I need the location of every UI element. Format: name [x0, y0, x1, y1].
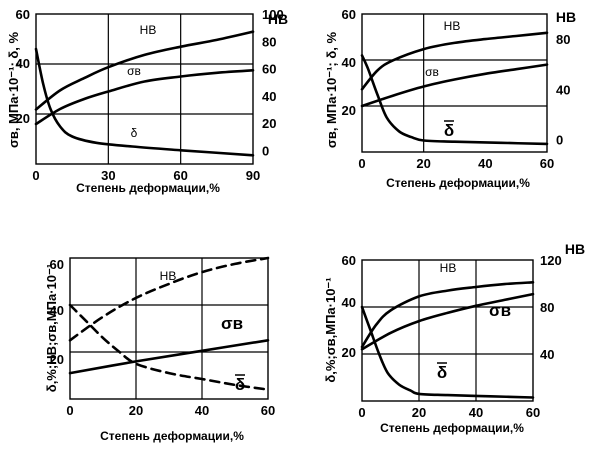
plot-frame [361, 259, 534, 402]
x-tick-label: 0 [32, 168, 39, 183]
x-tick-label: 30 [101, 168, 115, 183]
x-axis-title: Степень деформации,% [386, 176, 530, 190]
y-tick-label-left: 40 [342, 55, 356, 70]
x-tick-label: 40 [469, 405, 483, 420]
y-tick-label-right: 40 [556, 82, 570, 97]
x-tick-label: 0 [66, 403, 73, 418]
x-tick-label: 60 [173, 168, 187, 183]
series-line-hb [34, 30, 255, 111]
panel-c: 0 20 40 60 20 40 60 Степень деформации,% δ,%;НВ;… [44, 256, 275, 443]
series-line-hb [68, 256, 270, 342]
right-axis-label: НВ [565, 241, 585, 257]
y-tick-label-left: 20 [50, 352, 64, 367]
y-tick-label-right: 20 [262, 116, 276, 131]
series-label-delta: δ [131, 126, 138, 140]
x-tick-label: 0 [358, 405, 365, 420]
series-line-delta [68, 303, 270, 391]
y-axis-title: δ,%;НВ;σв,МПа·10⁻¹ [44, 264, 59, 392]
delta-annotation: δ [437, 363, 447, 382]
x-tick-label: 60 [526, 405, 540, 420]
x-tick-label: 40 [195, 403, 209, 418]
x-tick-label: 40 [478, 156, 492, 171]
y-tick-label-left: 40 [342, 295, 356, 310]
right-axis-label: НВ [556, 9, 576, 25]
y-tick-label-right: 40 [540, 347, 554, 362]
y-tick-label-left: 60 [50, 257, 64, 272]
series-label-sigma: σв [127, 64, 141, 78]
y-tick-label-left: 20 [342, 345, 356, 360]
delta-annotation: δ [444, 121, 454, 140]
series-line-sigma [360, 63, 549, 108]
series-line-delta [34, 47, 255, 157]
x-tick-label: 0 [358, 156, 365, 171]
series-line-sigma [360, 292, 535, 351]
y-tick-label-left: 20 [342, 103, 356, 118]
y-tick-label-left: 60 [16, 7, 30, 22]
plot-frame [35, 13, 254, 165]
plot-frame [361, 13, 548, 153]
series-label-sigma: σв [489, 301, 511, 320]
series-label-hb: НВ [140, 23, 157, 37]
y-tick-label-left: 20 [16, 111, 30, 126]
series-line-sigma [34, 69, 255, 126]
x-tick-label: 60 [540, 156, 554, 171]
y-tick-label-right: 120 [540, 253, 562, 268]
series-label-hb: НВ [160, 269, 177, 283]
y-tick-label-right: 80 [262, 34, 276, 49]
right-axis-label: НВ [268, 11, 288, 27]
delta-annotation: δ [235, 375, 245, 394]
y-tick-label-right: 100 [262, 7, 284, 22]
x-tick-label: 20 [129, 403, 143, 418]
plot-frame [69, 257, 269, 400]
series-label-sigma: σв [221, 314, 243, 333]
y-tick-label-left: 40 [16, 56, 30, 71]
series-label-hb: НВ [444, 19, 461, 33]
y-tick-label-left: 60 [342, 7, 356, 22]
x-axis-title: Степень деформации,% [100, 429, 244, 443]
y-tick-label-right: 80 [540, 300, 554, 315]
series-label-hb: НВ [440, 261, 457, 275]
y-axis-title: δ,%;σв,МПа·10⁻¹ [323, 277, 338, 382]
series-line-sigma [68, 339, 270, 375]
y-tick-label-right: 0 [556, 132, 563, 147]
y-tick-label-right: 0 [262, 143, 269, 158]
x-tick-label: 20 [416, 156, 430, 171]
series-label-sigma: σв [425, 65, 439, 79]
y-axis-title: σв, МПа·10⁻¹; δ, % [324, 32, 339, 149]
y-tick-label-right: 40 [262, 89, 276, 104]
x-axis-title: Степень деформации,% [76, 181, 220, 195]
x-tick-label: 60 [261, 403, 275, 418]
x-axis-title: Степень деформации,% [380, 421, 524, 435]
y-axis-title: σв, МПа·10⁻¹; δ, % [6, 32, 21, 149]
series-line-hb [360, 31, 549, 91]
x-tick-label: 90 [246, 168, 260, 183]
series-line-hb [360, 281, 535, 349]
y-tick-label-left: 60 [342, 253, 356, 268]
y-tick-label-left: 40 [50, 303, 64, 318]
series-line-delta [360, 305, 535, 399]
y-tick-label-right: 60 [262, 62, 276, 77]
y-tick-label-right: 80 [556, 32, 570, 47]
x-tick-label: 20 [412, 405, 426, 420]
series-line-delta [360, 54, 549, 146]
